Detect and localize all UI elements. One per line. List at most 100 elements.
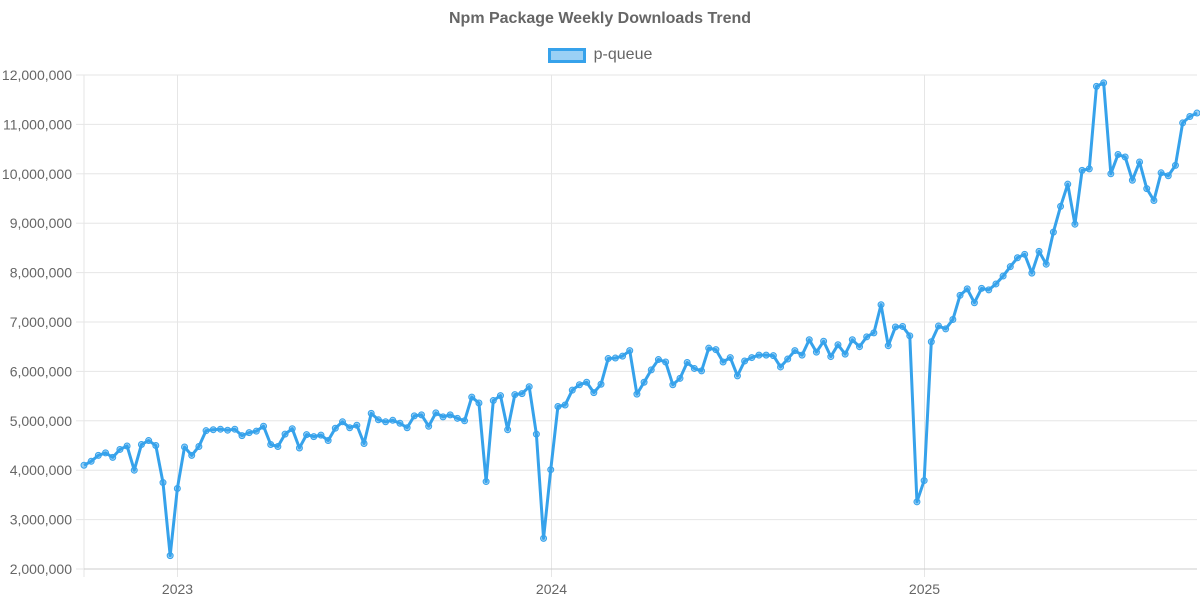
y-tick-label: 5,000,000 <box>10 413 72 429</box>
data-point <box>511 391 519 399</box>
data-point <box>331 424 339 432</box>
data-point <box>396 419 404 427</box>
data-point <box>891 323 899 331</box>
data-point <box>863 333 871 341</box>
data-point <box>1049 228 1057 236</box>
data-point <box>554 402 562 410</box>
data-point <box>166 552 174 560</box>
data-point <box>913 498 921 506</box>
data-point <box>963 285 971 293</box>
data-point <box>640 378 648 386</box>
data-point <box>920 477 928 485</box>
data-point <box>324 437 332 445</box>
series-lines <box>83 81 1198 558</box>
series-line-p-queue <box>83 81 1198 558</box>
data-point <box>733 372 741 380</box>
data-point <box>1013 254 1021 262</box>
legend-swatch[interactable] <box>547 47 586 63</box>
x-tick-label: 2025 <box>909 581 940 597</box>
data-point <box>884 342 892 350</box>
legend[interactable]: p-queue <box>0 46 1200 64</box>
data-point <box>224 426 232 434</box>
data-point <box>654 356 662 364</box>
data-point <box>439 413 447 421</box>
y-tick-label: 3,000,000 <box>10 512 72 528</box>
data-point <box>726 354 734 362</box>
data-point <box>1085 165 1093 173</box>
data-point <box>927 338 935 346</box>
data-point <box>295 444 303 452</box>
data-point <box>209 426 217 434</box>
data-point <box>597 380 605 388</box>
data-point <box>360 440 368 448</box>
data-point <box>87 457 95 465</box>
data-point <box>1143 185 1151 193</box>
data-point <box>389 416 397 424</box>
data-point <box>260 422 268 430</box>
data-point <box>1150 196 1158 204</box>
data-point <box>1042 260 1050 268</box>
y-tick-label: 2,000,000 <box>10 561 72 577</box>
data-point <box>432 409 440 417</box>
data-point <box>1100 79 1108 87</box>
data-point <box>827 353 835 361</box>
y-tick-label: 6,000,000 <box>10 363 72 379</box>
data-point <box>748 354 756 362</box>
data-point <box>719 358 727 366</box>
y-tick-label: 7,000,000 <box>10 314 72 330</box>
data-point <box>123 442 131 450</box>
data-point <box>1179 119 1187 127</box>
legend-label[interactable]: p-queue <box>593 46 653 63</box>
data-point <box>252 427 260 435</box>
y-tick-label: 4,000,000 <box>10 462 72 478</box>
data-point <box>159 479 167 487</box>
data-point <box>317 431 325 439</box>
data-point <box>856 343 864 351</box>
data-point <box>446 411 454 419</box>
data-point <box>1121 153 1129 161</box>
data-point <box>791 347 799 355</box>
data-point <box>461 417 469 425</box>
data-point <box>525 383 533 391</box>
data-point <box>561 401 569 409</box>
data-point <box>216 425 224 433</box>
data-point <box>1157 169 1165 177</box>
data-point <box>130 466 138 474</box>
data-point <box>877 301 885 309</box>
data-point <box>647 366 655 374</box>
data-point <box>367 409 375 417</box>
data-point <box>173 484 181 492</box>
data-point <box>417 411 425 419</box>
data-point <box>978 284 986 292</box>
data-point <box>805 336 813 344</box>
data-point <box>410 412 418 420</box>
data-point <box>102 449 110 457</box>
x-tick-label: 2023 <box>162 581 193 597</box>
data-point <box>834 341 842 349</box>
data-point <box>518 390 526 398</box>
data-point <box>1028 269 1036 277</box>
y-tick-label: 11,000,000 <box>3 116 72 132</box>
axes: 2,000,000 3,000,000 4,000,000 5,000,000 6,00… <box>2 67 1197 597</box>
data-point <box>339 418 346 426</box>
chart-title: Npm Package Weekly Downloads Trend <box>448 10 752 27</box>
data-point <box>784 355 792 363</box>
data-point <box>848 336 856 344</box>
data-point <box>906 332 914 340</box>
data-point <box>812 348 820 356</box>
data-point <box>94 451 102 459</box>
data-point <box>202 427 210 435</box>
data-point <box>145 437 153 445</box>
data-point <box>1128 176 1136 184</box>
data-point <box>956 291 964 299</box>
data-point <box>482 478 490 486</box>
data-point <box>267 441 275 449</box>
y-tick-label: 12,000,000 <box>2 67 72 83</box>
data-point <box>841 350 849 358</box>
data-point <box>1164 172 1172 180</box>
data-point <box>705 344 713 352</box>
data-point <box>231 425 239 433</box>
data-point <box>1078 166 1086 174</box>
data-point <box>403 424 411 432</box>
